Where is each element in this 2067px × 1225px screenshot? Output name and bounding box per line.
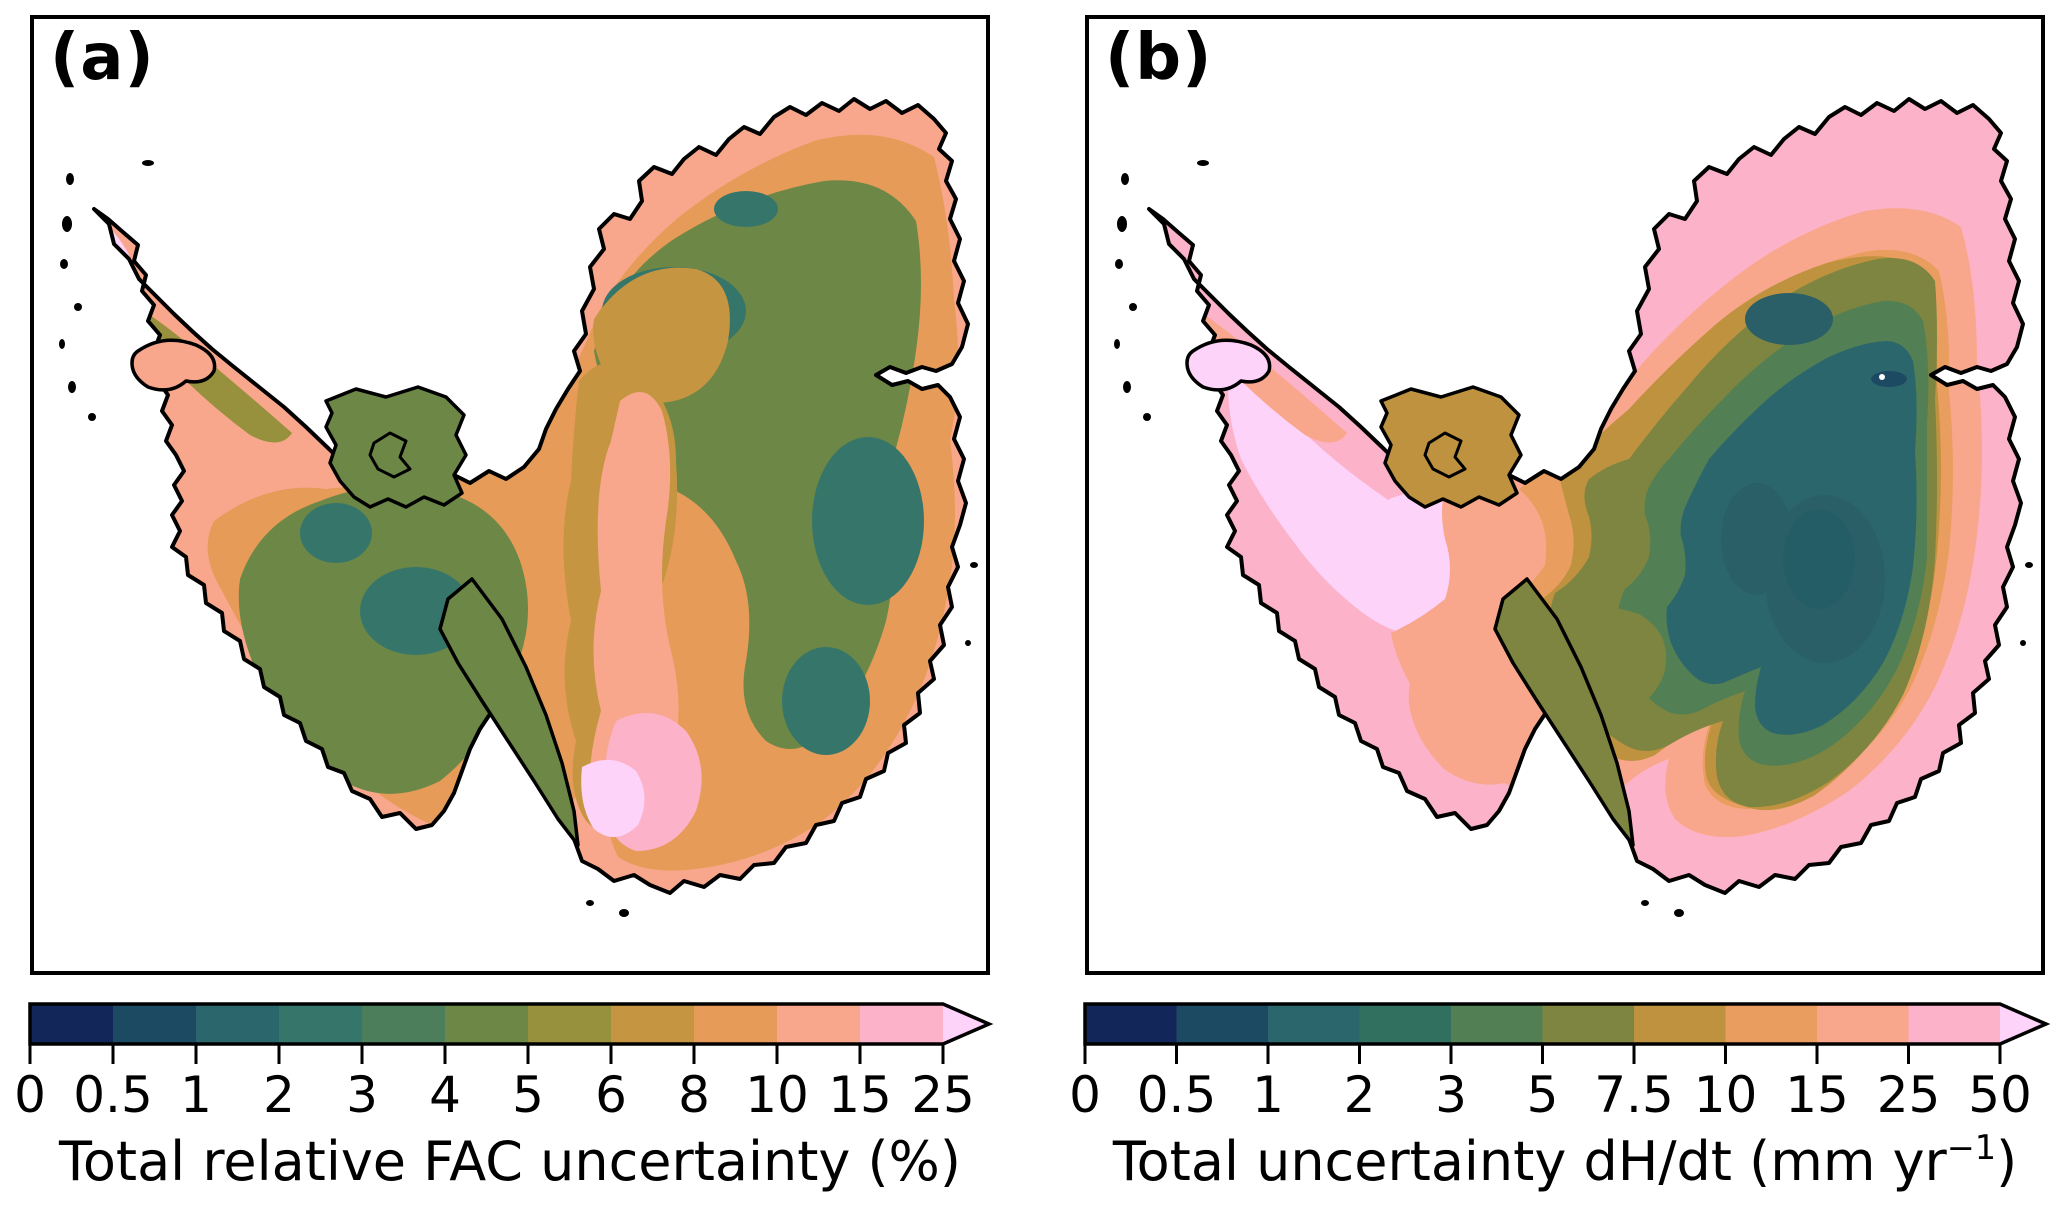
region-dark-teal-patch (1721, 483, 1793, 595)
ross-ice-shelf-outline (438, 577, 580, 847)
berkner-island-squiggle (368, 431, 412, 479)
colorbar-tick-label: 5 (512, 1066, 544, 1124)
region-dark-teal-patch (1745, 293, 1833, 345)
berkner-island-squiggle (1423, 431, 1467, 479)
colorbar-segment (113, 1004, 197, 1044)
colorbar-segment (1451, 1004, 1544, 1044)
region-teal-patch (300, 503, 372, 563)
colorbar-segment (1359, 1004, 1452, 1044)
colorbar-b: 0 0.5 1 2 3 5 7.5 10 15 25 50 (1069, 1002, 2051, 1124)
colorbar-tick-label: 2 (1344, 1066, 1376, 1124)
offshore-islands (59, 160, 978, 917)
colorbar-segment (1176, 1004, 1269, 1044)
colorbar-tick-label: 10 (1694, 1066, 1758, 1124)
antarctica-map-b (1114, 97, 2033, 917)
colorbar-segment (1908, 1004, 2001, 1044)
region-deep-teal-patch (1783, 509, 1855, 609)
colorbar-tick-label: 25 (911, 1066, 975, 1124)
region-west-salmon-patch (1408, 649, 1550, 785)
colorbar-b-title-prefix: Total uncertainty dH/dt (mm yr (1112, 1130, 1947, 1193)
region-teal-patch (812, 437, 924, 605)
amery-inlet-spot (1871, 371, 1907, 387)
colorbar-tick-label: 0 (14, 1066, 46, 1124)
panel-a-map-box: (a) (30, 15, 990, 975)
colorbar-tick-label: 5 (1527, 1066, 1559, 1124)
region-teal-patch (714, 191, 778, 227)
colorbar-tick-label: 6 (595, 1066, 627, 1124)
panel-a-label: (a) (50, 21, 155, 95)
panel-b-label: (b) (1105, 21, 1213, 95)
antarctica-map-a (59, 97, 978, 917)
colorbar-segment (1725, 1004, 1818, 1044)
colorbar-segment (1634, 1004, 1727, 1044)
colorbar-a-title-text: Total relative FAC uncertainty (%) (59, 1130, 961, 1193)
colorbar-segment (1085, 1004, 1178, 1044)
colorbar-tick-label: 1 (1252, 1066, 1284, 1124)
colorbar-outline (1083, 1002, 2051, 1046)
colorbar-extend-arrow (2000, 1004, 2046, 1044)
colorbar-tick-label: 10 (745, 1066, 809, 1124)
colorbar-segment (1268, 1004, 1361, 1044)
colorbar-tick-label: 25 (1877, 1066, 1941, 1124)
colorbar-tick-label: 8 (678, 1066, 710, 1124)
colorbar-tick-label: 15 (1785, 1066, 1849, 1124)
colorbar-a: 0 0.5 1 2 3 4 5 6 8 10 15 25 (14, 1002, 994, 1124)
colorbar-tick-label: 1 (180, 1066, 212, 1124)
colorbar-tick-label: 3 (346, 1066, 378, 1124)
coastline (92, 97, 970, 895)
colorbar-segment (196, 1004, 280, 1044)
region-lightpink-ross (581, 759, 645, 838)
colorbar-segment (694, 1004, 778, 1044)
colorbar-tick-label: 2 (263, 1066, 295, 1124)
ross-ice-shelf-outline (1493, 577, 1635, 847)
colorbar-segment (611, 1004, 695, 1044)
colorbar-tick-label: 0.5 (1137, 1066, 1217, 1124)
colorbar-b-title: Total uncertainty dH/dt (mm yr−1) (1085, 1128, 2045, 1193)
colorbar-segment (777, 1004, 861, 1044)
colorbar-extend-arrow (943, 1004, 989, 1044)
offshore-islands (1114, 160, 2033, 917)
alexander-island-outline (130, 338, 217, 392)
ronne-ice-shelf-outline (324, 385, 468, 509)
colorbar-tick-label: 7.5 (1594, 1066, 1674, 1124)
colorbar-segment (860, 1004, 944, 1044)
colorbar-segment (1817, 1004, 1910, 1044)
coastline (1147, 97, 2025, 895)
colorbar-tick-label: 50 (1968, 1066, 2032, 1124)
amery-white-dot (1879, 374, 1885, 380)
alexander-island-outline (1185, 338, 1272, 392)
colorbar-tick-label: 0.5 (73, 1066, 153, 1124)
colorbar-segment (362, 1004, 446, 1044)
colorbar-tick-label: 0 (1069, 1066, 1101, 1124)
colorbar-a-title: Total relative FAC uncertainty (%) (30, 1130, 990, 1193)
region-teal-patch (782, 647, 870, 755)
ronne-ice-shelf-outline (1379, 385, 1523, 509)
colorbar-segment (445, 1004, 529, 1044)
colorbar-segment (1542, 1004, 1635, 1044)
colorbar-outline (28, 1002, 994, 1046)
colorbar-segment (30, 1004, 114, 1044)
colorbar-tick-label: 3 (1435, 1066, 1467, 1124)
panel-b-map-box: (b) (1085, 15, 2045, 975)
colorbar-b-title-suffix: ) (1996, 1130, 2018, 1193)
colorbar-segment (279, 1004, 363, 1044)
colorbar-b-title-superscript: −1 (1946, 1128, 1997, 1168)
colorbar-tick-label: 15 (828, 1066, 892, 1124)
colorbar-segment (528, 1004, 612, 1044)
colorbar-tick-label: 4 (429, 1066, 461, 1124)
